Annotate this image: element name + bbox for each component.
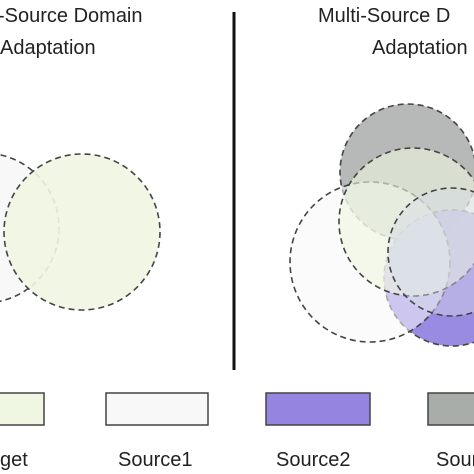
target-circle-right bbox=[338, 147, 474, 297]
right-panel-circles bbox=[289, 103, 474, 347]
left-panel-title-line2: Adaptation bbox=[0, 37, 96, 59]
legend-swatch-source2 bbox=[265, 392, 371, 426]
legend-label-source3: Source3 bbox=[436, 449, 474, 471]
source2-overlap-circle bbox=[387, 187, 474, 317]
legend-swatches bbox=[0, 392, 474, 426]
legend-swatch-source3 bbox=[427, 392, 474, 426]
legend-label-source2: Source2 bbox=[276, 449, 351, 471]
left-panel-title-line1: -Source Domain bbox=[0, 5, 143, 27]
target-circle-left bbox=[3, 153, 161, 311]
right-panel-title-line2: Adaptation bbox=[372, 37, 468, 59]
legend-label-target: get bbox=[0, 449, 28, 471]
right-panel-title-line1: Multi-Source D bbox=[318, 5, 451, 27]
left-panel-circles bbox=[0, 153, 161, 311]
legend-swatch-source1 bbox=[105, 392, 209, 426]
legend-swatch-target bbox=[0, 392, 45, 426]
legend-label-source1: Source1 bbox=[118, 449, 193, 471]
